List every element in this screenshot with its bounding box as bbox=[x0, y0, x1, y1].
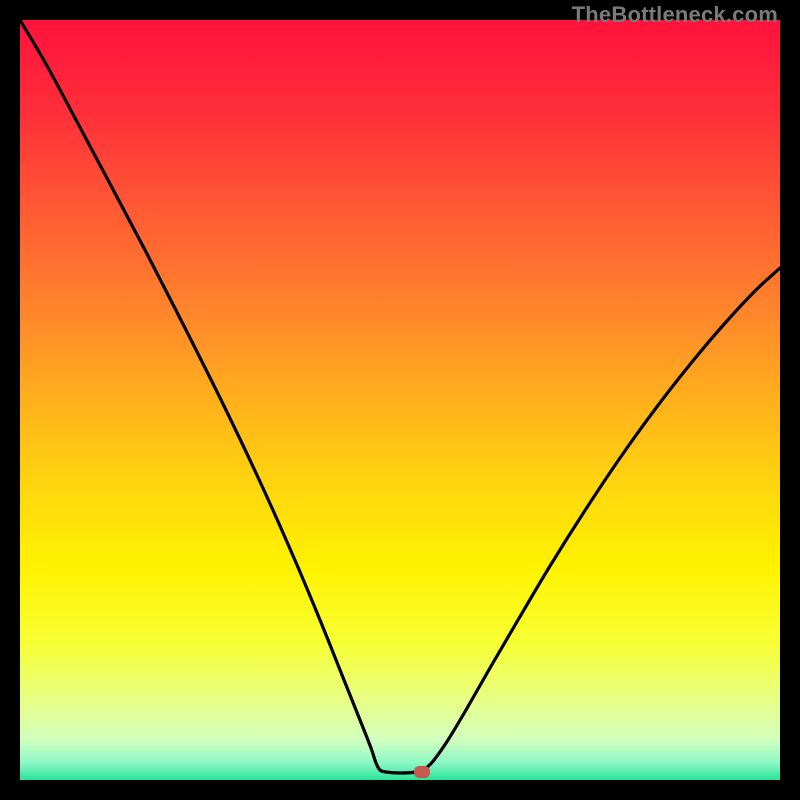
bottleneck-chart bbox=[0, 0, 800, 800]
plot-background bbox=[20, 20, 780, 780]
chart-frame: TheBottleneck.com bbox=[0, 0, 800, 800]
optimum-marker bbox=[414, 766, 430, 778]
watermark-text: TheBottleneck.com bbox=[572, 2, 778, 28]
